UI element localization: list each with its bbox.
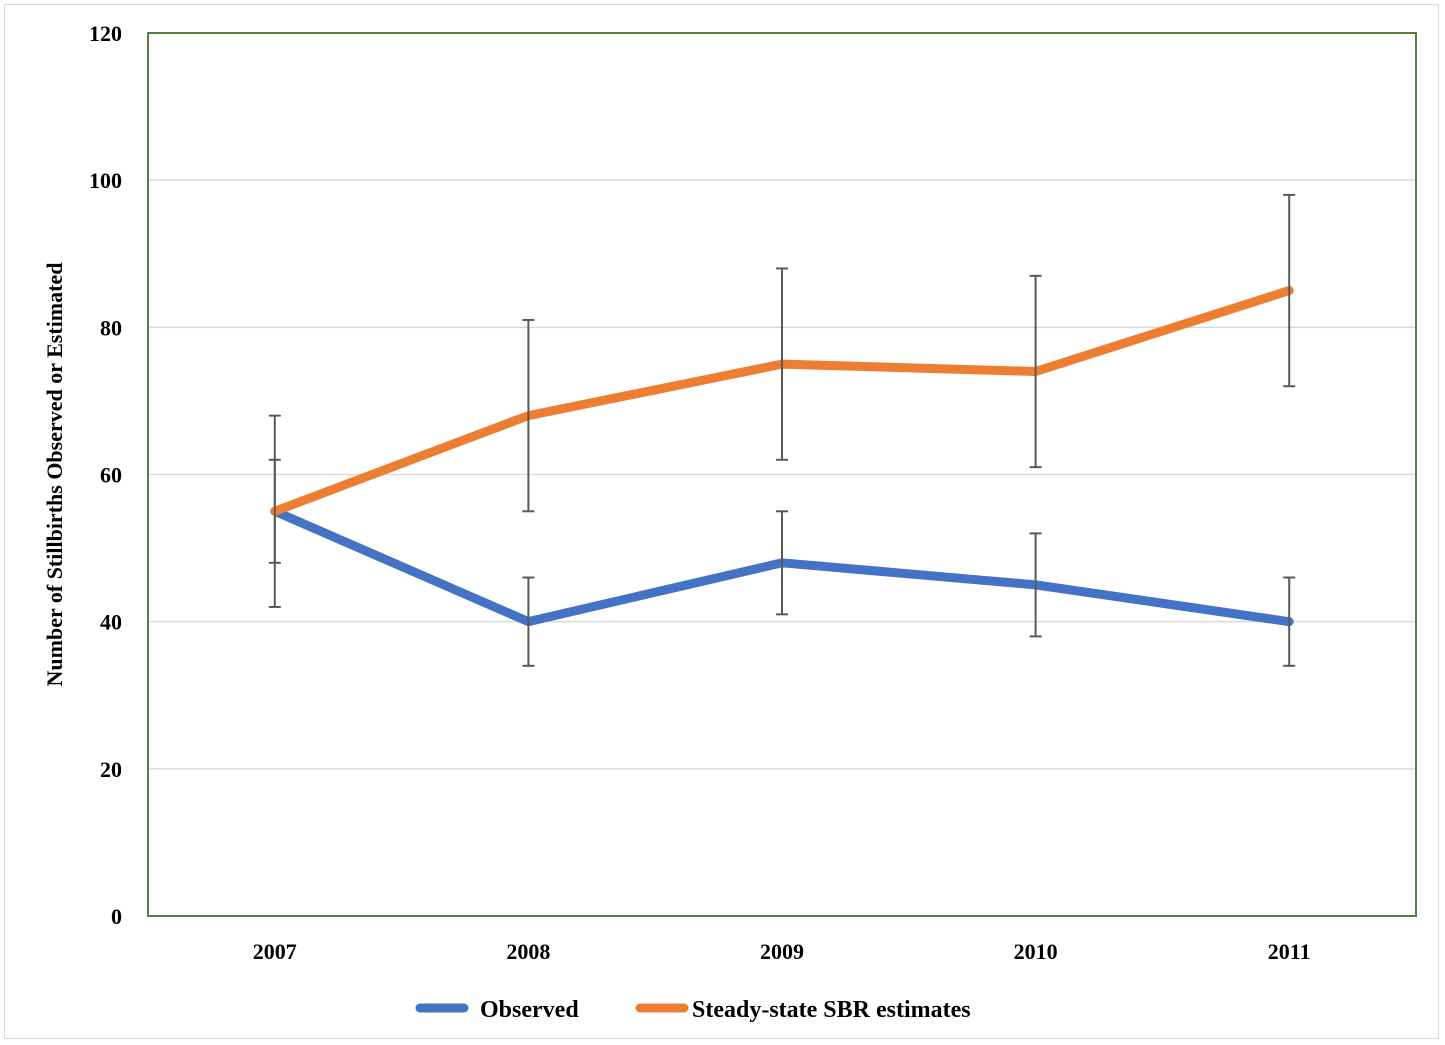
legend: Observed Steady-state SBR estimates [415, 997, 971, 1023]
error-bar [1283, 193, 1296, 388]
x-tick-label: 2011 [1268, 939, 1311, 964]
error-bar [1029, 532, 1042, 638]
series-steady-state-sbr-estimates [268, 193, 1296, 608]
y-axis-title: Number of Stillbirths Observed or Estima… [42, 263, 67, 687]
y-tick-label: 20 [100, 757, 122, 782]
y-tick-label: 80 [100, 315, 122, 340]
legend-label: Steady-state SBR estimates [692, 997, 971, 1023]
x-tick-label: 2010 [1014, 939, 1058, 964]
error-bar [776, 510, 788, 616]
x-tick-label: 2008 [506, 939, 550, 964]
x-tick-label: 2007 [253, 939, 297, 964]
legend-item: Steady-state SBR estimates [635, 997, 971, 1023]
y-tick-label: 40 [100, 610, 122, 635]
y-axis-tick-labels: 0 20 40 60 80 100 120 [89, 21, 122, 929]
y-tick-label: 120 [89, 21, 122, 46]
error-bar [776, 267, 788, 461]
plot-area-border [147, 32, 1417, 917]
y-tick-label: 60 [100, 463, 122, 488]
error-bar [1283, 576, 1296, 667]
y-tick-label: 100 [89, 168, 122, 193]
legend-item: Observed [415, 997, 579, 1023]
x-tick-label: 2009 [760, 939, 804, 964]
series-observed [268, 458, 1296, 667]
y-tick-label: 0 [111, 904, 122, 929]
error-bar [522, 576, 535, 667]
error-bar [1029, 274, 1042, 469]
series-layer [268, 193, 1296, 667]
x-axis-tick-labels: 2007 2008 2009 2010 2011 [253, 939, 1311, 964]
gridlines [148, 179, 1416, 770]
chart-frame [4, 4, 1439, 1039]
legend-label: Observed [480, 997, 579, 1023]
error-bar [522, 318, 535, 513]
error-bar [268, 414, 281, 608]
